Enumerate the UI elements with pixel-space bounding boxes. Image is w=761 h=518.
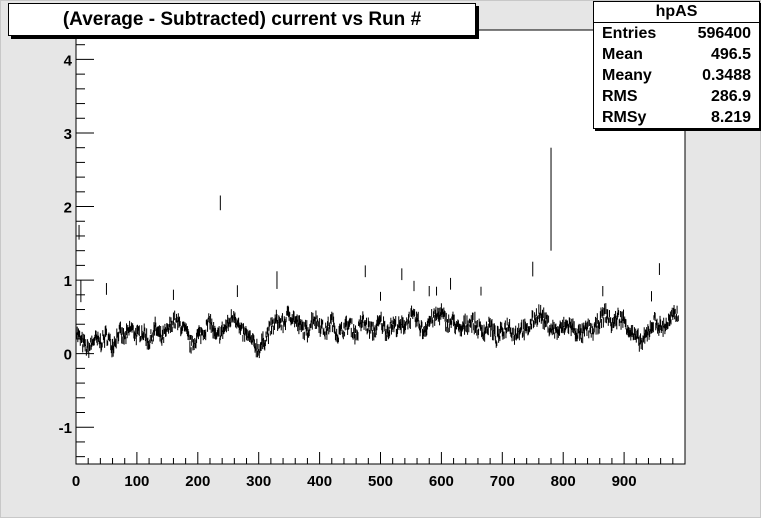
x-tick-label: 800 (551, 473, 576, 490)
stats-value: 596400 (697, 25, 751, 42)
stats-row-rmsy: RMSy 8.219 (594, 107, 759, 128)
stats-name: hpAS (594, 2, 759, 23)
data-layer (75, 147, 679, 359)
x-tick-label: 200 (185, 473, 210, 490)
stats-row-meany: Meany 0.3488 (594, 65, 759, 86)
x-tick-label: 700 (490, 473, 515, 490)
y-tick-label: 3 (64, 126, 72, 143)
y-tick-label: 2 (64, 200, 72, 217)
stats-row-mean: Mean 496.5 (594, 44, 759, 65)
stats-value: 496.5 (710, 46, 751, 63)
axis-layer: 0 100 200 300 400 500 600 700 800 900 -1 0 1 2 3 4 (59, 29, 686, 490)
x-tick-label: 400 (307, 473, 332, 490)
x-tick-label: 300 (246, 473, 271, 490)
y-tick-label: 0 (64, 347, 72, 364)
x-tick-label: 100 (124, 473, 149, 490)
plot-frame (75, 29, 686, 465)
y-tick-label: 4 (64, 52, 73, 69)
x-tick-label: 0 (72, 473, 80, 490)
x-tick-label: 600 (429, 473, 454, 490)
stats-label: Mean (602, 46, 643, 63)
stats-value: 0.3488 (702, 67, 751, 84)
stats-label: Meany (602, 67, 652, 84)
stats-value: 286.9 (710, 88, 751, 105)
stats-row-entries: Entries 596400 (594, 23, 759, 44)
y-tick-label: -1 (59, 420, 72, 437)
stats-label: Entries (602, 25, 657, 42)
chart-title: (Average - Subtracted) current vs Run # (8, 3, 476, 36)
stats-label: RMSy (602, 109, 647, 126)
x-tick-label: 900 (612, 473, 637, 490)
stats-box: hpAS Entries 596400 Mean 496.5 Meany 0.3… (593, 1, 760, 129)
stats-label: RMS (602, 88, 638, 105)
x-tick-label: 500 (368, 473, 393, 490)
stats-row-rms: RMS 286.9 (594, 86, 759, 107)
stats-value: 8.219 (710, 109, 751, 126)
y-tick-label: 1 (64, 273, 72, 290)
